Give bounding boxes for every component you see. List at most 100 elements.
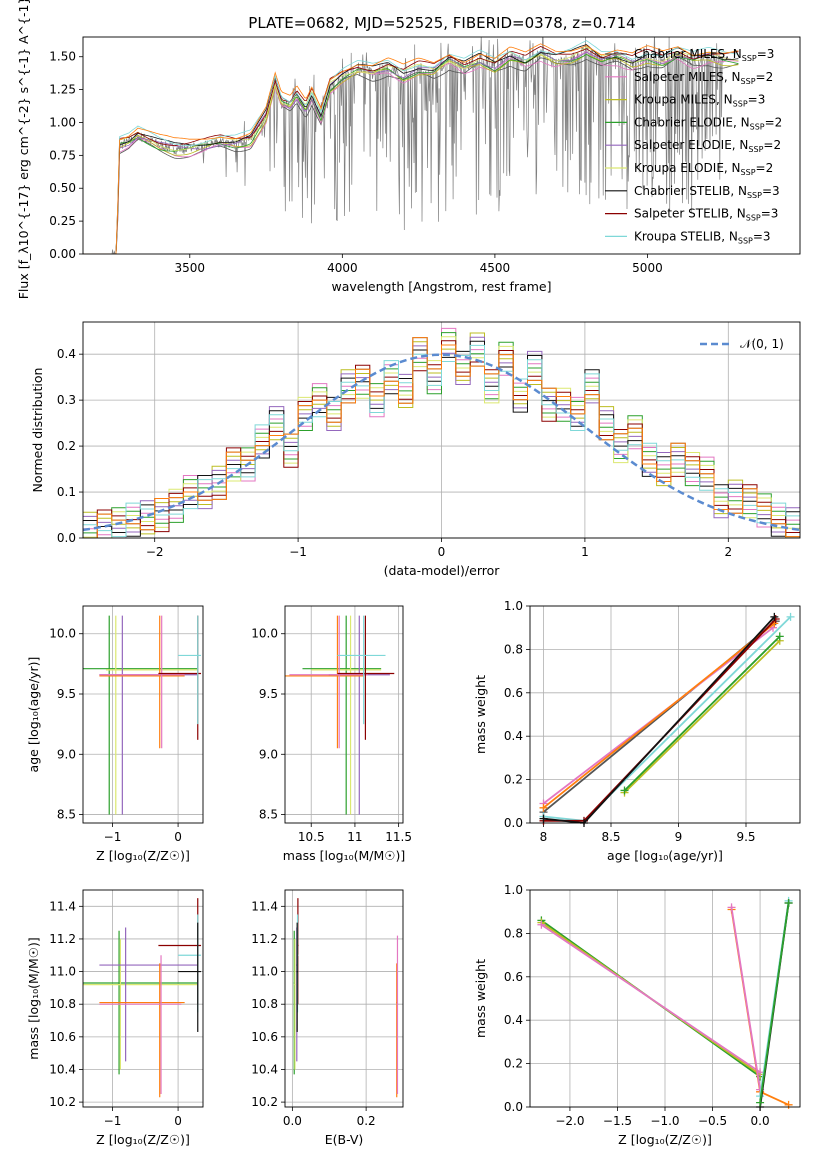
weight_vs_age-ytick-label-5: 1.0 (504, 599, 523, 613)
residuals-xtick-label-3: 1 (581, 545, 589, 559)
weight_vs_age-xtick-label-0: 8 (540, 830, 548, 844)
spectrum-legend-tail-7: =3 (761, 207, 779, 221)
spectrum-legend-tail-3: =2 (765, 115, 783, 129)
weight_vs_age-series-7 (543, 616, 776, 823)
mass_vs_Z-panel: −1 0 10.2 10.4 10.6 10.8 11.0 11.2 11.4 Z [log₁₀(… (26, 889, 204, 1147)
mass_vs_Z-ytick-label-2: 10.6 (49, 1030, 76, 1044)
weight_vs_age-ytick-label-3: 0.6 (504, 686, 523, 700)
spectrum-legend-label-1: Salpeter MILES, N (634, 70, 741, 84)
spectrum-legend-entry-5: Kroupa ELODIE, NSSP=2 (634, 161, 773, 177)
mass_vs_EBV-ytick-label-4: 11.0 (251, 965, 278, 979)
spectrum-xlabel: wavelength [Angstrom, rest frame] (331, 279, 551, 294)
weight_vs_Z-xlabel: Z [log₁₀(Z/Z☉)] (618, 1132, 712, 1147)
age_vs_mass-xtick-label-0: 10.5 (298, 830, 325, 844)
residuals-panel: −2 −1 0 1 2 0.0 0.1 0.2 0.3 0.4 (data-model)/error… (30, 321, 801, 578)
mass_vs_Z-ytick-label-3: 10.8 (49, 997, 76, 1011)
weight_vs_Z-series-7 (759, 902, 790, 1103)
weight_vs_age-series-2 (542, 622, 775, 809)
residual-hist-9 (83, 337, 800, 538)
spectrum-legend-entry-0: Chabrier MILES, NSSP=3 (634, 47, 774, 63)
mass_vs_EBV-panel: 0.0 0.2 10.2 10.4 10.6 10.8 11.0 11.2 11.4 E(B-V) (251, 889, 404, 1147)
spectrum-ytick-label-3: 0.75 (49, 148, 76, 162)
residuals-ytick-label-0: 0.0 (57, 531, 76, 545)
spectrum-legend-label-6: Chabrier STELIB, N (634, 184, 747, 198)
weight_vs_Z-xtick-label-2: −1.0 (650, 1114, 679, 1128)
mass_vs_Z-frame (82, 889, 204, 1108)
weight_vs_Z-series-3-point-2 (784, 1100, 793, 1109)
weight_vs_Z-ytick-label-0: 0.0 (504, 1100, 523, 1114)
residuals-ytick-label-2: 0.2 (57, 439, 76, 453)
age_vs_Z-xtick-label-0: −1 (104, 830, 122, 844)
weight_vs_age-series-2-point-0 (539, 803, 548, 812)
weight_vs_age-panel: 8 8.5 9 9.5 0.0 0.2 0.4 0.6 0.8 1.0 age [log₁₀(age… (473, 599, 801, 863)
weight_vs_Z-ytick-label-1: 0.2 (504, 1057, 523, 1071)
weight_vs_age-xlabel: age [log₁₀(age/yr)] (607, 848, 723, 863)
spectrum-legend-tail-6: =3 (762, 184, 780, 198)
mass_vs_Z-ylabel: mass [log₁₀(M/M☉)] (26, 937, 41, 1059)
spectrum-legend-tail-8: =3 (753, 229, 771, 243)
spectrum-model-line-5 (83, 46, 739, 254)
spectrum-legend-tail-2: =3 (748, 93, 766, 107)
weight_vs_Z-panel: −2.0 −1.5 −1.0 −0.5 0.0 0.0 0.2 0.4 0.6 0.8 1.0 Z [… (473, 883, 801, 1147)
weight_vs_age-series-7-point-0 (539, 814, 548, 823)
weight_vs_age-xtick-label-3: 9.5 (736, 830, 755, 844)
weight_vs_age-frame (529, 605, 801, 824)
age_vs_Z-ylabel: age [log₁₀(age/yr)] (26, 657, 41, 773)
spectrum-legend-entry-8: Kroupa STELIB, NSSP=3 (634, 229, 771, 245)
weight_vs_Z-series-7-point-1 (784, 899, 793, 908)
spectrum-legend-tail-0: =3 (757, 47, 775, 61)
spectrum-xtick-label-2: 4500 (480, 261, 511, 275)
spectrum-legend-entry-3: Chabrier ELODIE, NSSP=2 (634, 115, 782, 131)
spectrum-model-line-8 (83, 40, 739, 254)
spectrum-legend-sub-5: SSP (741, 168, 756, 177)
spectrum-legend-label-2: Kroupa MILES, N (634, 93, 733, 107)
spectrum-legend-label-5: Kroupa ELODIE, N (634, 161, 741, 175)
weight_vs_Z-series-7-point-0 (756, 1098, 765, 1107)
mass_vs_EBV-ytick-label-0: 10.2 (251, 1095, 278, 1109)
spectrum-panel: 3500 4000 4500 5000 0.00 0.25 0.50 0.75 1.00 1.25… (16, 0, 801, 299)
weight_vs_Z-xtick-label-3: −0.5 (698, 1114, 727, 1128)
spectrum-legend-sub-4: SSP (748, 145, 763, 154)
weight_vs_age-ytick-label-1: 0.2 (504, 773, 523, 787)
spectrum-model-line-1 (83, 51, 739, 254)
mass_vs_EBV-ytick-label-5: 11.2 (251, 932, 278, 946)
age_vs_mass-ytick-label-0: 8.5 (259, 808, 278, 822)
spectrum-ylabel: Flux [f_λ10^{-17} erg cm^{-2} s^{-1} A^{… (16, 0, 31, 299)
weight_vs_Z-xtick-label-0: −2.0 (555, 1114, 584, 1128)
weight_vs_Z-series-2-point-0 (537, 920, 546, 929)
age_vs_mass-frame (284, 605, 404, 824)
spectrum-legend-label-7: Salpeter STELIB, N (634, 207, 746, 221)
weight_vs_Z-xtick-label-4: 0.0 (751, 1114, 770, 1128)
weight_vs_age-series-5 (543, 616, 792, 822)
weight_vs_Z-ytick-label-2: 0.4 (504, 1013, 523, 1027)
age_vs_Z-panel: −1 0 8.5 9.0 9.5 10.0 Z [log₁₀(Z/Z☉)] age [log₁… (26, 605, 204, 863)
weight_vs_age-series-4-point-0 (620, 786, 629, 795)
weight_vs_age-ytick-label-4: 0.8 (504, 642, 523, 656)
weight_vs_Z-series-2 (540, 923, 761, 1074)
mass_vs_EBV-ytick-label-1: 10.4 (251, 1062, 278, 1076)
spectrum-legend-label-3: Chabrier ELODIE, N (634, 115, 750, 129)
spectrum-legend-entry-1: Salpeter MILES, NSSP=2 (634, 70, 773, 86)
residuals-xtick-label-4: 2 (724, 545, 732, 559)
mass_vs_Z-xtick-label-1: 0 (174, 1114, 182, 1128)
weight_vs_Z-ytick-label-4: 0.8 (504, 926, 523, 940)
weight_vs_Z-ytick-label-3: 0.6 (504, 970, 523, 984)
spectrum-xtick-label-3: 5000 (632, 261, 663, 275)
mass_vs_EBV-ytick-label-6: 11.4 (251, 899, 278, 913)
spectrum-legend-entry-2: Kroupa MILES, NSSP=3 (634, 93, 765, 109)
age_vs_mass-xtick-label-1: 11 (347, 830, 362, 844)
mass_vs_Z-ytick-label-6: 11.4 (49, 899, 76, 913)
mass_vs_Z-ytick-label-4: 11.0 (49, 965, 76, 979)
residuals-ytick-label-3: 0.3 (57, 393, 76, 407)
mass_vs_Z-xtick-label-0: −1 (104, 1114, 122, 1128)
spectrum-legend-label-4: Salpeter ELODIE, N (634, 138, 748, 152)
mass_vs_Z-xlabel: Z [log₁₀(Z/Z☉)] (96, 1132, 190, 1147)
spectrum-ytick-label-2: 0.50 (49, 181, 76, 195)
weight_vs_age-series-3 (623, 640, 781, 794)
residuals-xtick-label-0: −2 (146, 545, 164, 559)
weight_vs_Z-xtick-label-1: −1.5 (603, 1114, 632, 1128)
figure-title: PLATE=0682, MJD=52525, FIBERID=0378, z=0… (248, 14, 635, 32)
mass_vs_EBV-ytick-label-3: 10.8 (251, 997, 278, 1011)
spectrum-legend-sub-3: SSP (750, 122, 765, 131)
residuals-xtick-label-1: −1 (289, 545, 307, 559)
